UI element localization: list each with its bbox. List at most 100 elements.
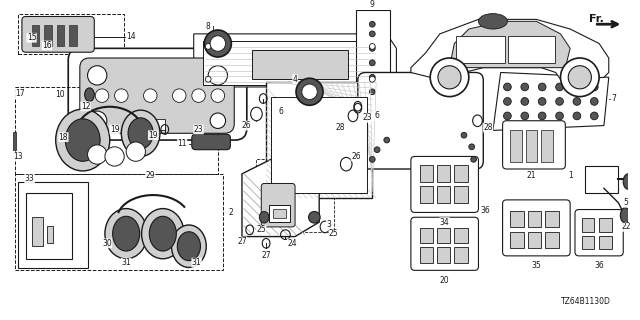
Polygon shape — [493, 72, 609, 130]
FancyBboxPatch shape — [502, 121, 565, 169]
Bar — [31, 217, 43, 246]
Ellipse shape — [205, 44, 211, 49]
Ellipse shape — [568, 66, 591, 89]
Ellipse shape — [122, 110, 160, 156]
Text: 7: 7 — [611, 94, 616, 103]
Ellipse shape — [620, 208, 630, 223]
Ellipse shape — [556, 112, 563, 120]
Ellipse shape — [504, 112, 511, 120]
Ellipse shape — [538, 112, 546, 120]
Text: 5: 5 — [624, 198, 628, 207]
Ellipse shape — [504, 98, 511, 105]
Text: 22: 22 — [621, 222, 631, 231]
Bar — [510, 211, 524, 227]
Ellipse shape — [469, 144, 475, 150]
Bar — [420, 228, 433, 243]
FancyBboxPatch shape — [411, 156, 479, 212]
Bar — [31, 25, 39, 46]
Bar — [510, 232, 524, 248]
Bar — [582, 218, 595, 232]
Bar — [508, 36, 555, 63]
Bar — [356, 10, 390, 101]
Text: 26: 26 — [242, 121, 252, 130]
Bar — [271, 97, 367, 193]
Ellipse shape — [65, 119, 100, 161]
Ellipse shape — [538, 98, 546, 105]
Bar — [454, 186, 468, 203]
Bar — [599, 236, 612, 249]
Ellipse shape — [210, 113, 225, 128]
Ellipse shape — [471, 156, 477, 162]
Ellipse shape — [521, 112, 529, 120]
Text: 33: 33 — [25, 174, 35, 183]
Bar — [47, 226, 52, 243]
Ellipse shape — [504, 83, 511, 91]
Bar — [545, 232, 559, 248]
Text: 6: 6 — [374, 111, 380, 120]
Ellipse shape — [556, 98, 563, 105]
Bar — [584, 166, 618, 193]
Text: 19: 19 — [148, 131, 158, 140]
Text: 30: 30 — [102, 239, 112, 248]
Ellipse shape — [384, 137, 390, 143]
Ellipse shape — [573, 83, 580, 91]
Bar — [437, 186, 451, 203]
Bar — [257, 159, 333, 232]
Text: 4: 4 — [292, 75, 298, 84]
Ellipse shape — [340, 157, 352, 171]
Text: 16: 16 — [42, 41, 52, 50]
FancyBboxPatch shape — [411, 217, 479, 270]
Bar — [437, 228, 451, 243]
Bar — [541, 130, 553, 162]
Text: 9: 9 — [370, 0, 374, 9]
Ellipse shape — [591, 98, 598, 105]
FancyBboxPatch shape — [358, 72, 483, 169]
Text: 28: 28 — [483, 123, 493, 132]
Ellipse shape — [259, 212, 269, 223]
Ellipse shape — [128, 118, 153, 149]
Text: 24: 24 — [287, 239, 297, 248]
Text: 3: 3 — [326, 220, 332, 229]
Text: 1: 1 — [568, 171, 573, 180]
Ellipse shape — [95, 89, 109, 102]
Ellipse shape — [296, 78, 323, 105]
Ellipse shape — [251, 107, 262, 121]
Ellipse shape — [113, 216, 140, 251]
FancyBboxPatch shape — [575, 210, 623, 256]
Bar — [454, 165, 468, 181]
Bar — [273, 209, 286, 218]
FancyBboxPatch shape — [68, 48, 247, 140]
Ellipse shape — [56, 109, 109, 171]
Bar — [456, 36, 504, 63]
Ellipse shape — [143, 89, 157, 102]
Ellipse shape — [177, 232, 200, 261]
Polygon shape — [411, 20, 609, 79]
Text: 12: 12 — [81, 102, 90, 111]
Ellipse shape — [192, 89, 205, 102]
Ellipse shape — [204, 30, 231, 57]
Bar — [15, 174, 223, 270]
Text: 2: 2 — [228, 208, 233, 217]
Ellipse shape — [126, 142, 145, 161]
Text: 21: 21 — [527, 171, 536, 180]
Text: 25: 25 — [329, 229, 339, 238]
FancyBboxPatch shape — [502, 200, 570, 256]
Polygon shape — [449, 21, 570, 68]
Text: Fr.: Fr. — [589, 14, 604, 24]
Bar — [437, 165, 451, 181]
Bar — [454, 228, 468, 243]
Text: 13: 13 — [13, 152, 23, 161]
Bar — [525, 130, 538, 162]
Bar — [26, 193, 72, 259]
Bar — [528, 211, 541, 227]
Text: 19: 19 — [109, 125, 120, 134]
Text: 26: 26 — [351, 152, 361, 161]
Ellipse shape — [141, 209, 184, 259]
Bar — [266, 82, 372, 198]
Ellipse shape — [210, 36, 225, 51]
Text: 35: 35 — [531, 261, 541, 270]
Ellipse shape — [369, 45, 375, 51]
Ellipse shape — [591, 112, 598, 120]
Polygon shape — [194, 34, 396, 97]
Text: 25: 25 — [257, 225, 266, 234]
